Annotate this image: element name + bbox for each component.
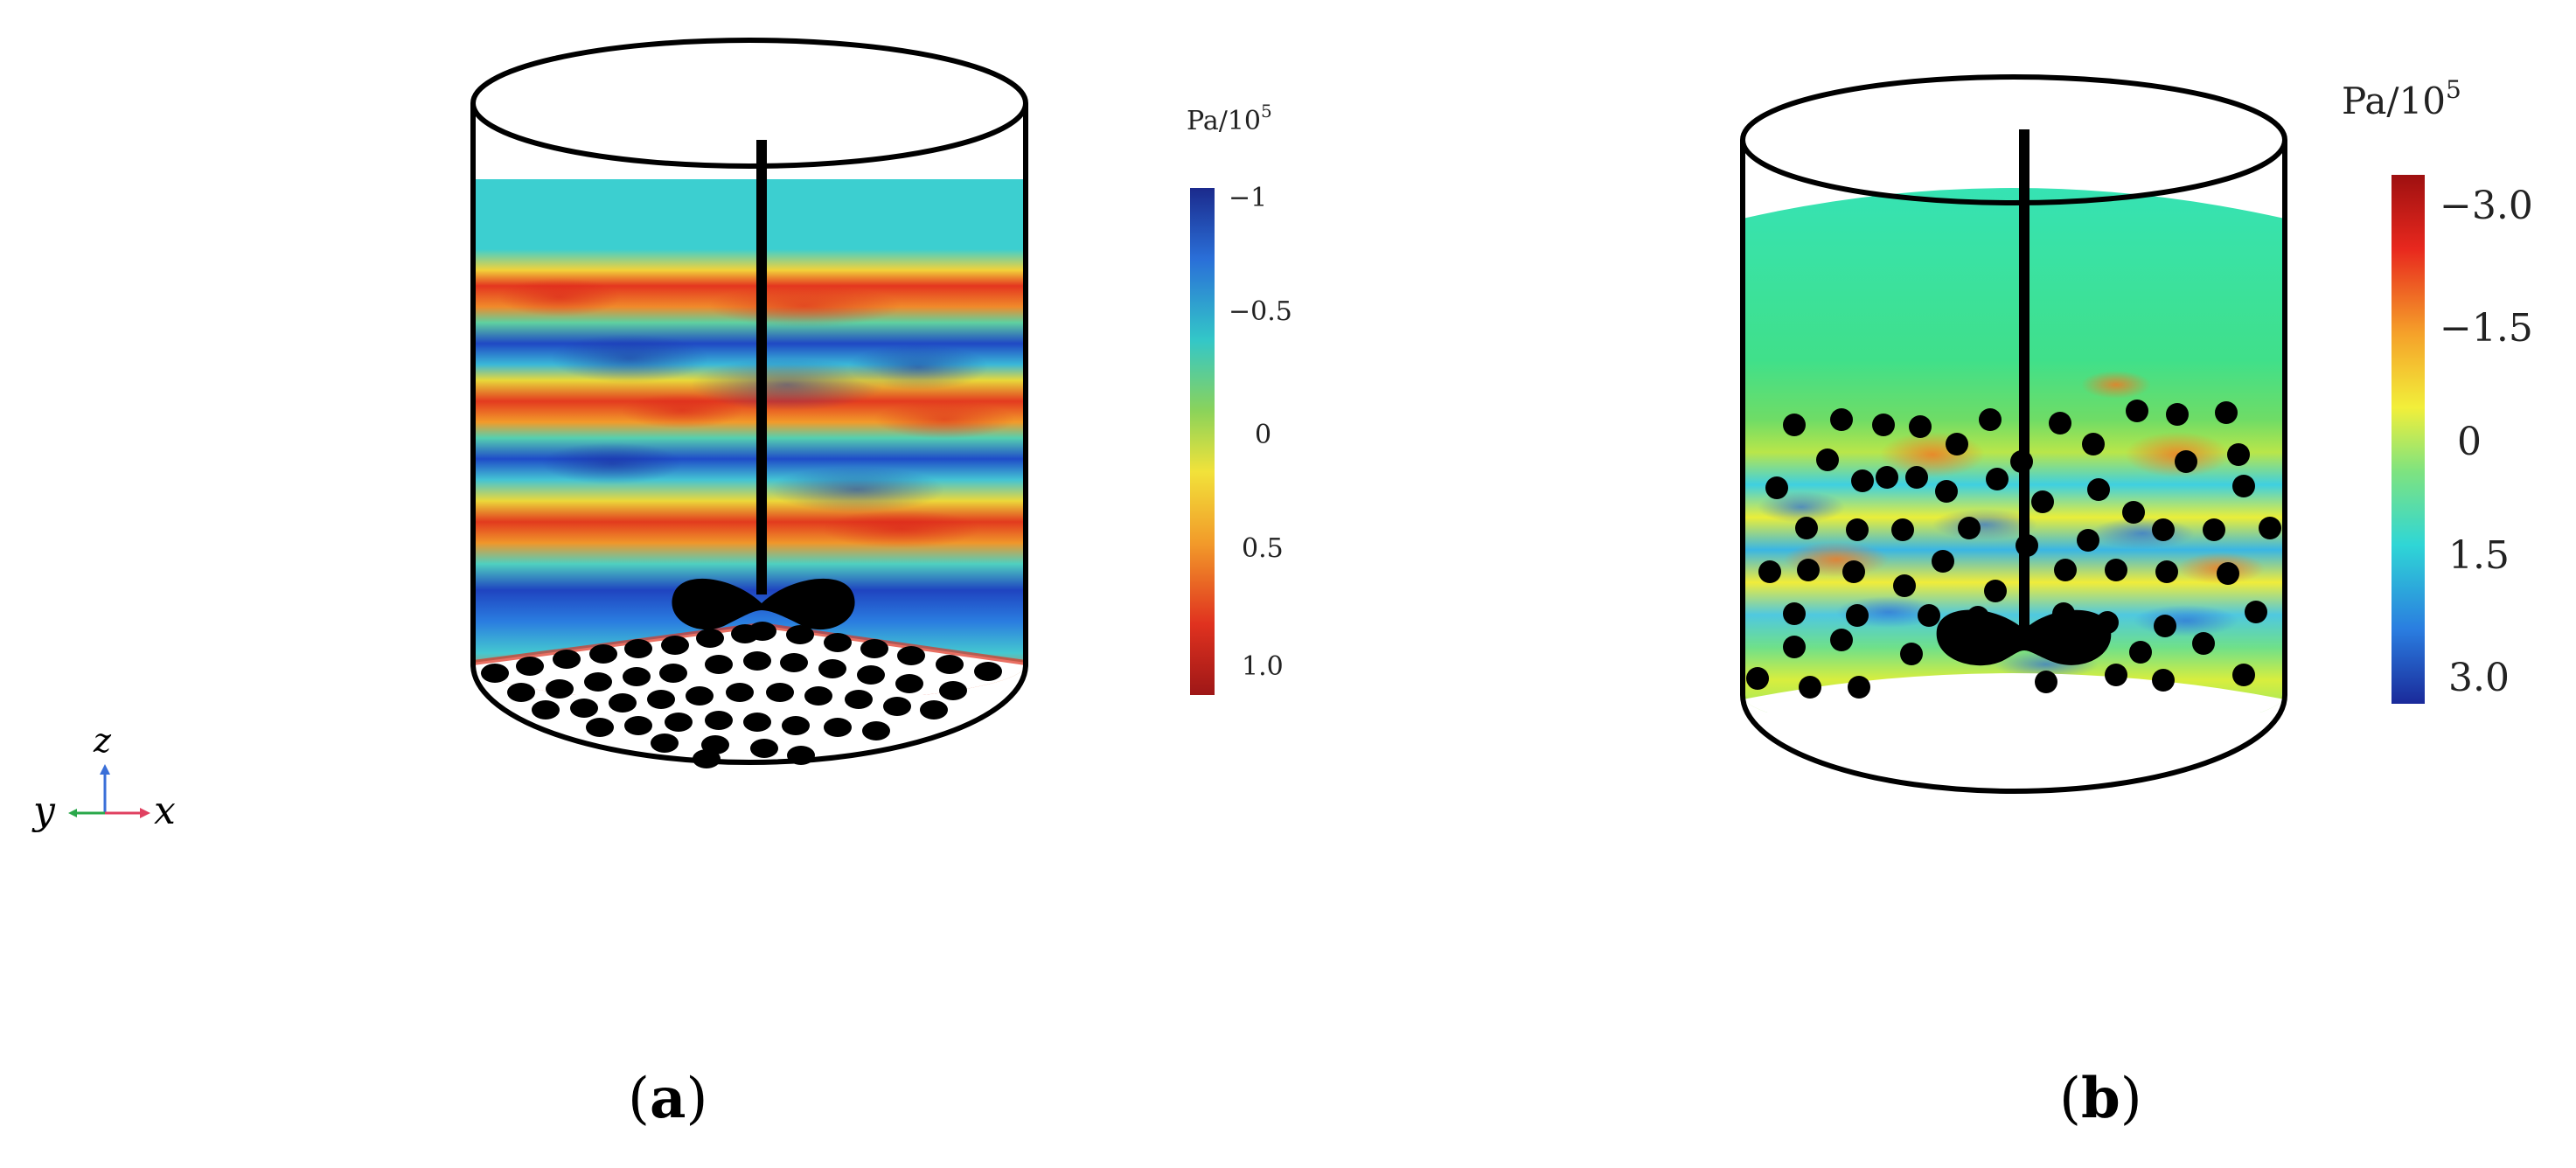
panel-a-tank-outline	[470, 38, 1028, 765]
colorbar-b-tick: 1.5	[2448, 533, 2510, 578]
axes-triad: z y x	[31, 721, 176, 833]
colorbar-a-tick: −1	[1229, 183, 1267, 213]
panel-a-impeller	[672, 140, 855, 630]
colorbar-a-tick: −0.5	[1229, 296, 1292, 327]
colorbar-b-gradient	[2392, 175, 2425, 704]
colorbar-a: Pa/105 −1 −0.5 0 0.5 1.0	[1187, 101, 1292, 695]
axis-y-label: y	[31, 789, 56, 833]
panel-b-tank-outline	[1740, 74, 2287, 794]
axis-z-label: z	[93, 721, 112, 760]
colorbar-b-tick: 0	[2457, 420, 2482, 464]
colorbar-b-tick: −3.0	[2440, 184, 2533, 228]
colorbar-a-tick: 0	[1255, 420, 1271, 450]
colorbar-a-unit: Pa/105	[1187, 101, 1272, 136]
panel-a: Pa/105 −1 −0.5 0 0.5 1.0 (a)	[470, 38, 1292, 1131]
colorbar-a-tick: 0.5	[1242, 533, 1284, 564]
colorbar-a-tick: 1.0	[1242, 651, 1284, 682]
panel-b: Pa/105 −3.0 −1.5 0 1.5 3.0 (b)	[1740, 74, 2533, 1131]
colorbar-b-tick: 3.0	[2448, 656, 2510, 700]
panel-a-label: (a)	[628, 1066, 707, 1131]
panel-a-particles	[481, 622, 1002, 768]
colorbar-b-tick: −1.5	[2440, 306, 2533, 351]
colorbar-b-unit: Pa/105	[2342, 75, 2461, 122]
colorbar-a-gradient	[1190, 188, 1215, 695]
panel-b-impeller	[1936, 129, 2112, 666]
colorbar-b: Pa/105 −3.0 −1.5 0 1.5 3.0	[2342, 75, 2533, 704]
panel-b-label: (b)	[2059, 1066, 2142, 1131]
axis-x-label: x	[154, 789, 176, 833]
